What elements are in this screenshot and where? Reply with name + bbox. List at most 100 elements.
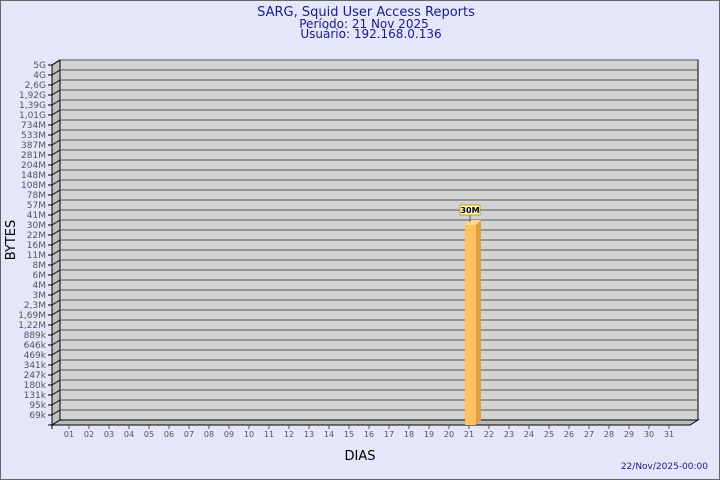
y-tick-label: 131k: [24, 391, 47, 401]
y-tick-label: 69k: [29, 411, 46, 421]
y-tick-label: 387M: [21, 141, 46, 151]
x-tick-label: 03: [104, 430, 114, 439]
x-tick-label: 05: [144, 430, 154, 439]
y-tick-depth: [51, 289, 61, 296]
y-tick-depth: [51, 379, 61, 386]
y-tick-label: 148M: [21, 171, 46, 181]
y-tick-depth: [51, 199, 61, 206]
x-tick-label: 30: [644, 430, 654, 439]
x-tick-label: 14: [324, 430, 334, 439]
x-tick-label: 13: [304, 430, 314, 439]
x-tick-label: 01: [64, 430, 74, 439]
y-tick-label: 3M: [33, 291, 47, 301]
y-tick-label: 734M: [21, 121, 46, 131]
y-tick-label: 108M: [21, 181, 46, 191]
y-tick-label: 1,92G: [19, 91, 46, 101]
x-tick-label: 07: [184, 430, 194, 439]
x-tick-label: 25: [544, 430, 554, 439]
y-tick-depth: [51, 89, 61, 96]
x-tick-label: 22: [484, 430, 494, 439]
x-tick-label: 24: [524, 430, 534, 439]
y-tick-label: 469k: [24, 351, 47, 361]
x-tick-label: 27: [584, 430, 594, 439]
timestamp: 22/Nov/2025-00:00: [621, 462, 708, 472]
y-tick-label: 16M: [27, 241, 46, 251]
y-tick-label: 4G: [33, 71, 46, 81]
y-tick-label: 2,6G: [25, 81, 46, 91]
x-tick-label: 19: [424, 430, 434, 439]
y-tick-label: 341k: [24, 361, 47, 371]
plot-floor: [50, 419, 700, 426]
y-tick-depth: [51, 109, 61, 116]
y-tick-depth: [51, 149, 61, 156]
y-tick-depth: [51, 169, 61, 176]
y-tick-label: 1,01G: [19, 111, 46, 121]
x-axis-label: DIAS: [345, 449, 376, 464]
y-tick-label: 4M: [33, 281, 47, 291]
y-tick-label: 78M: [27, 191, 46, 201]
x-tick-label: 12: [284, 430, 294, 439]
y-tick-depth: [51, 249, 61, 256]
y-tick-label: 11M: [27, 251, 46, 261]
y-tick-depth: [51, 119, 61, 126]
x-tick-label: 21: [464, 430, 474, 439]
y-tick-depth: [51, 359, 61, 366]
y-tick-depth: [51, 69, 61, 76]
y-tick-label: 1,39G: [19, 101, 46, 111]
y-tick-depth: [51, 349, 61, 356]
bar: [465, 225, 476, 425]
x-tick-label: 17: [384, 430, 394, 439]
y-tick-label: 57M: [27, 201, 46, 211]
y-tick-depth: [51, 299, 61, 306]
y-tick-label: 5G: [33, 61, 46, 71]
y-tick-label: 22M: [27, 231, 46, 241]
y-tick-label: 204M: [21, 161, 46, 171]
y-tick-depth: [51, 319, 61, 326]
y-tick-depth: [51, 79, 61, 86]
x-tick-label: 29: [624, 430, 634, 439]
y-tick-depth: [51, 309, 61, 316]
y-tick-label: 1,69M: [18, 311, 46, 321]
y-tick-depth: [51, 59, 61, 66]
y-tick-depth: [51, 269, 61, 276]
chart-title: SARG, Squid User Access Reports: [257, 5, 475, 20]
x-tick-label: 02: [84, 430, 94, 439]
y-tick-depth: [51, 99, 61, 106]
x-tick-label: 04: [124, 430, 134, 439]
bar-side: [476, 220, 481, 425]
x-tick-label: 26: [564, 430, 574, 439]
y-tick-depth: [51, 259, 61, 266]
y-tick-depth: [51, 279, 61, 286]
y-tick-depth: [51, 189, 61, 196]
y-tick-depth: [51, 129, 61, 136]
y-tick-depth: [51, 239, 61, 246]
x-tick-label: 18: [404, 430, 414, 439]
y-tick-depth: [51, 329, 61, 336]
y-tick-label: 6M: [33, 271, 47, 281]
x-tick-label: 28: [604, 430, 614, 439]
data-label: 30M: [460, 206, 479, 215]
x-tick-label: 08: [204, 430, 214, 439]
y-tick-depth: [51, 339, 61, 346]
y-tick-label: 180k: [24, 381, 47, 391]
x-tick-label: 23: [504, 430, 514, 439]
chart-period: Período: 21 Nov 2025: [299, 17, 428, 31]
y-tick-depth: [51, 399, 61, 406]
y-tick-label: 533M: [21, 131, 46, 141]
x-tick-label: 15: [344, 430, 354, 439]
x-tick-label: 16: [364, 430, 374, 439]
y-tick-depth: [51, 369, 61, 376]
y-tick-depth: [51, 159, 61, 166]
y-tick-label: 41M: [27, 211, 46, 221]
bar-top: [465, 220, 481, 225]
y-tick-depth: [51, 209, 61, 216]
y-tick-label: 95k: [29, 401, 46, 411]
x-tick-label: 10: [244, 430, 254, 439]
y-tick-depth: [51, 219, 61, 226]
y-tick-label: 1,22M: [18, 321, 46, 331]
y-tick-label: 247k: [24, 371, 47, 381]
x-tick-label: 20: [444, 430, 454, 439]
y-tick-label: 281M: [21, 151, 46, 161]
y-tick-depth: [51, 229, 61, 236]
